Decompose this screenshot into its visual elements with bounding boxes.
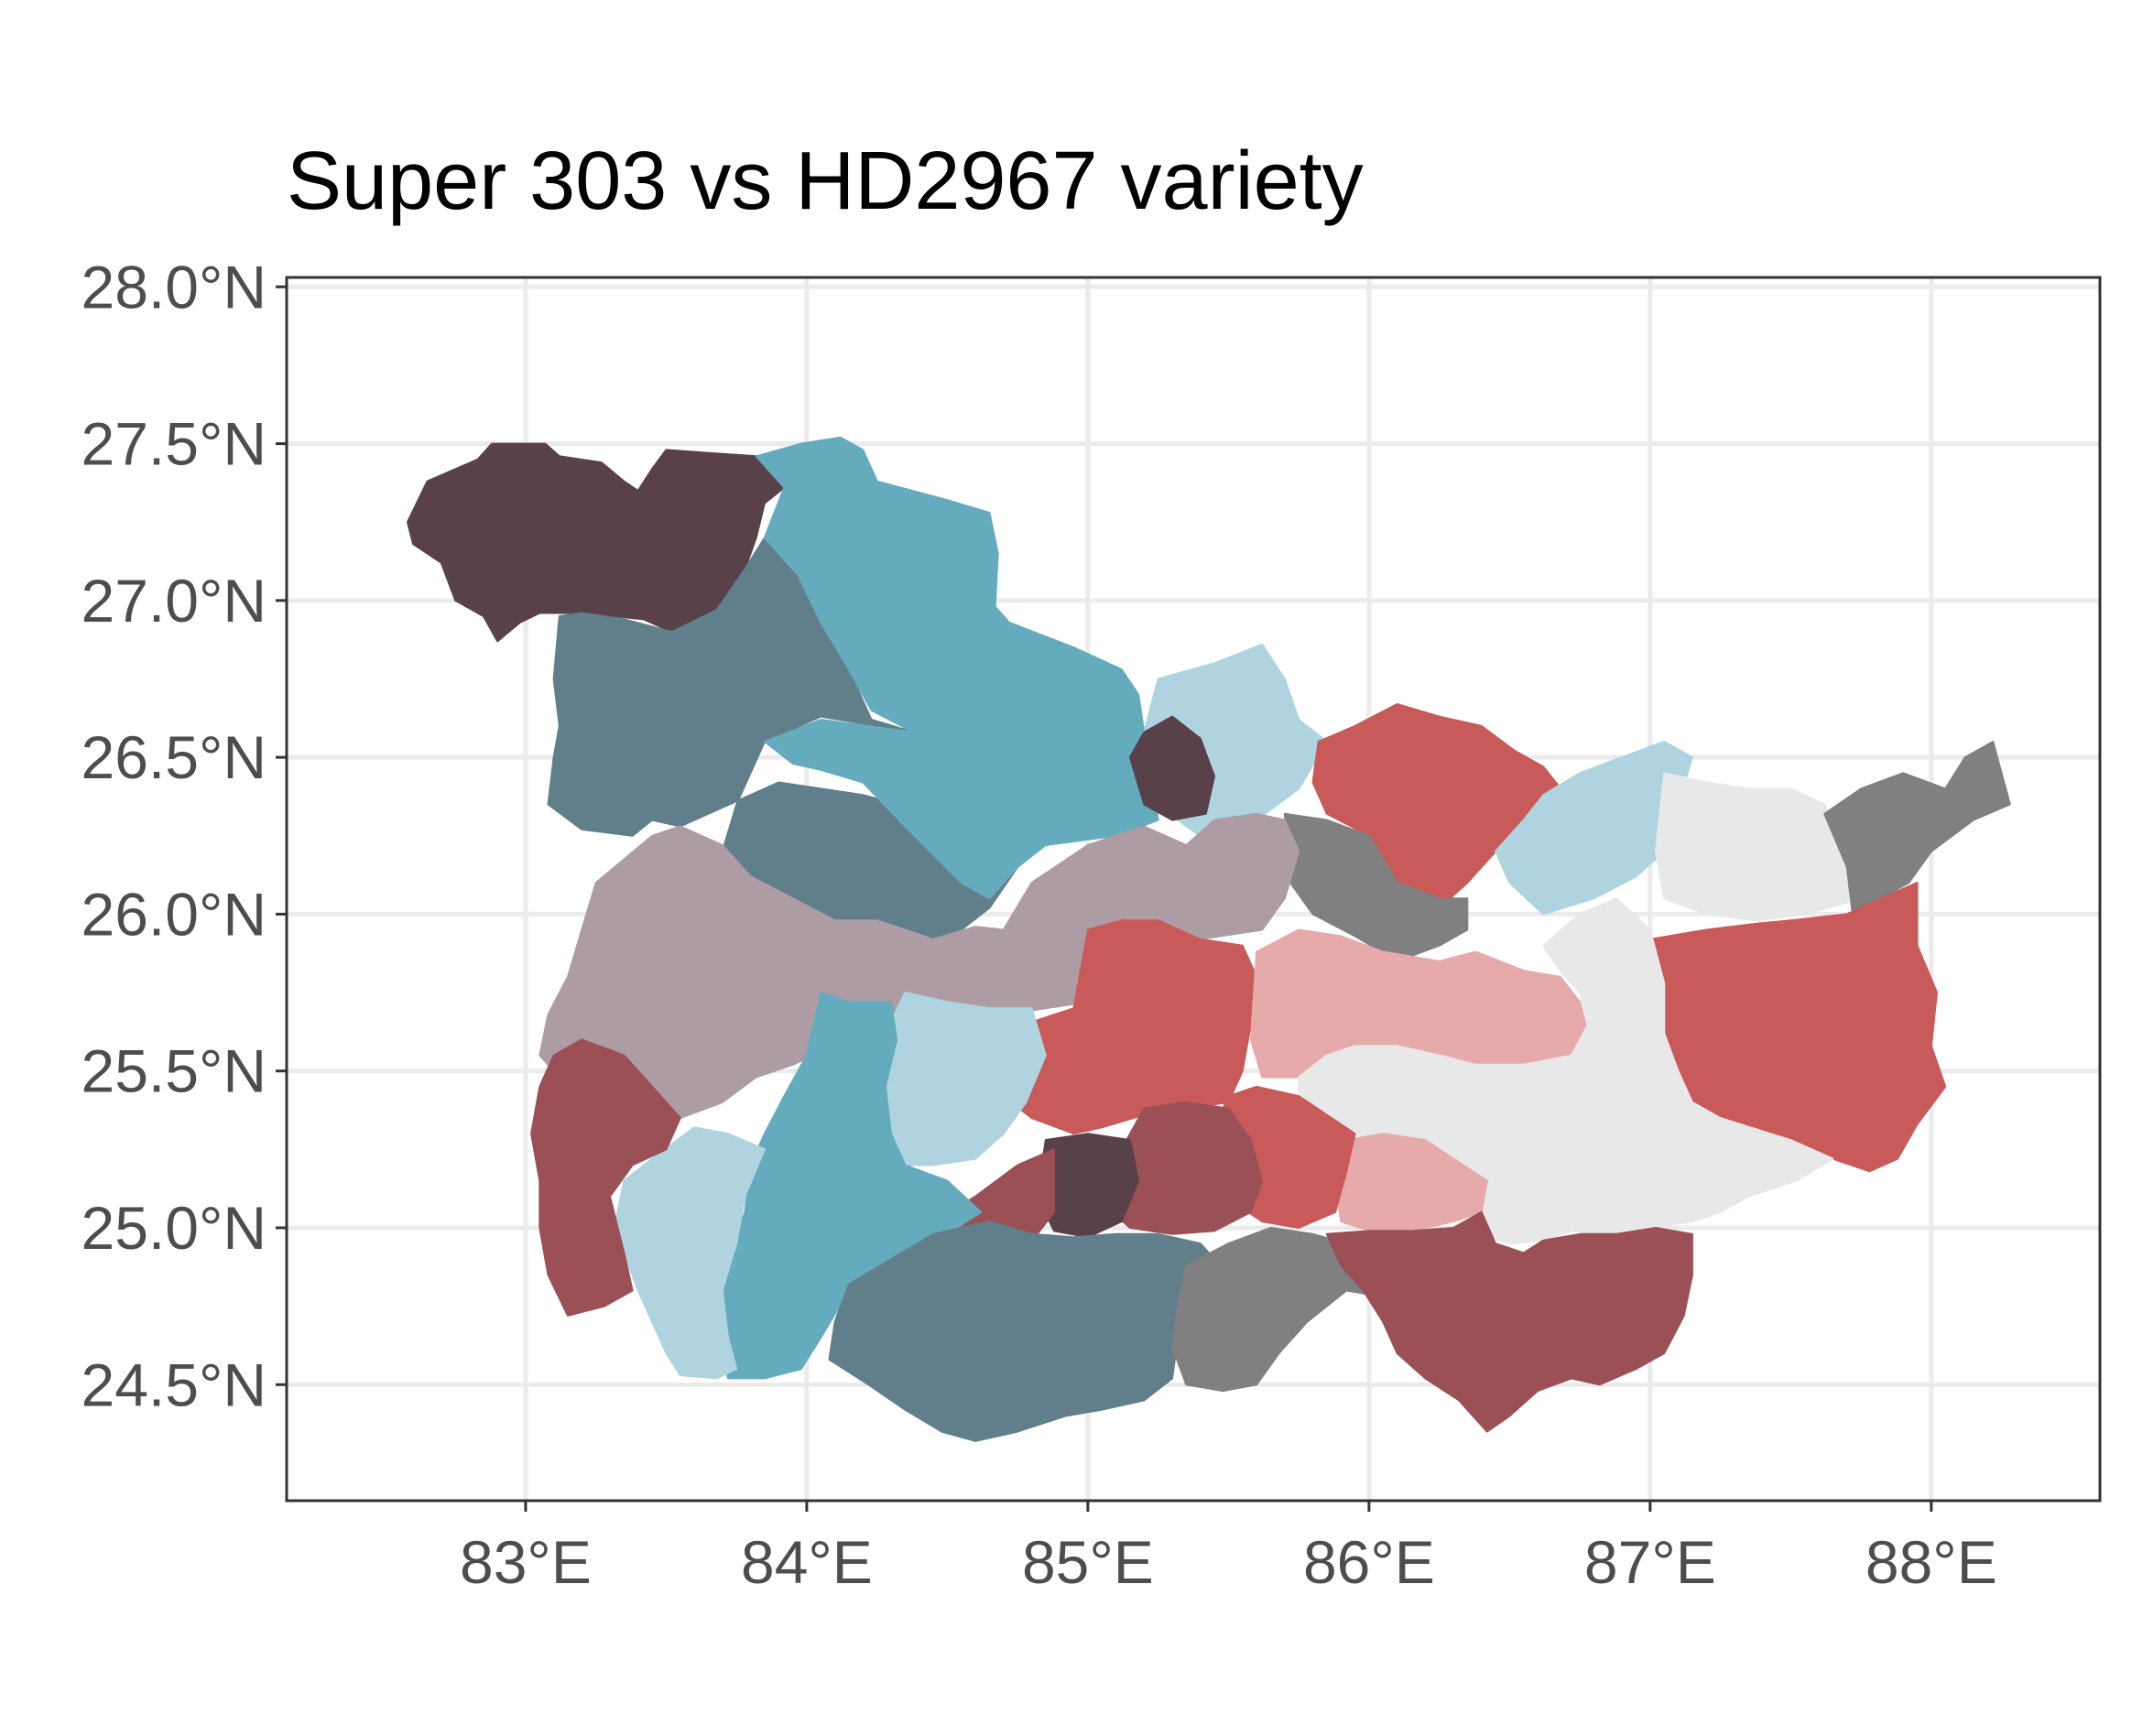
x-tick-label: 86°E — [1303, 1528, 1435, 1596]
region-7 — [1495, 741, 1693, 916]
y-tick-label: 26.5°N — [81, 723, 266, 791]
region-16 — [1334, 1133, 1488, 1232]
x-tick-label: 84°E — [741, 1528, 873, 1596]
y-tick-label: 28.0°N — [81, 253, 266, 320]
region-26 — [1171, 1227, 1385, 1393]
plot-border — [285, 276, 2102, 1503]
y-tick-label: 25.0°N — [81, 1194, 266, 1262]
region-25 — [828, 1221, 1215, 1442]
y-tick-label: 24.5°N — [81, 1351, 266, 1418]
chart-title: Super 303 vs HD2967 variety — [287, 136, 1364, 227]
axis-ticks: 83°E 84°E 85°E 86°E 87°E 88°E 28.0°N 27.5°N 27.0… — [81, 253, 1996, 1596]
region-24 — [530, 1038, 681, 1317]
x-tick-label: 83°E — [460, 1528, 592, 1596]
x-tick-label: 85°E — [1022, 1528, 1154, 1596]
region-1 — [407, 442, 786, 643]
y-tick-label: 26.0°N — [81, 880, 266, 948]
region-10 — [1283, 812, 1469, 962]
region-27 — [1325, 1210, 1693, 1433]
y-tick-label: 27.5°N — [81, 410, 266, 478]
y-tick-label: 25.5°N — [81, 1037, 266, 1105]
x-tick-label: 87°E — [1584, 1528, 1716, 1596]
district-regions — [407, 436, 2011, 1442]
x-tick-label: 88°E — [1866, 1528, 1997, 1596]
region-23 — [615, 1126, 766, 1380]
y-tick-label: 27.0°N — [81, 567, 266, 635]
region-5 — [1128, 715, 1215, 821]
region-3 — [755, 436, 1159, 900]
